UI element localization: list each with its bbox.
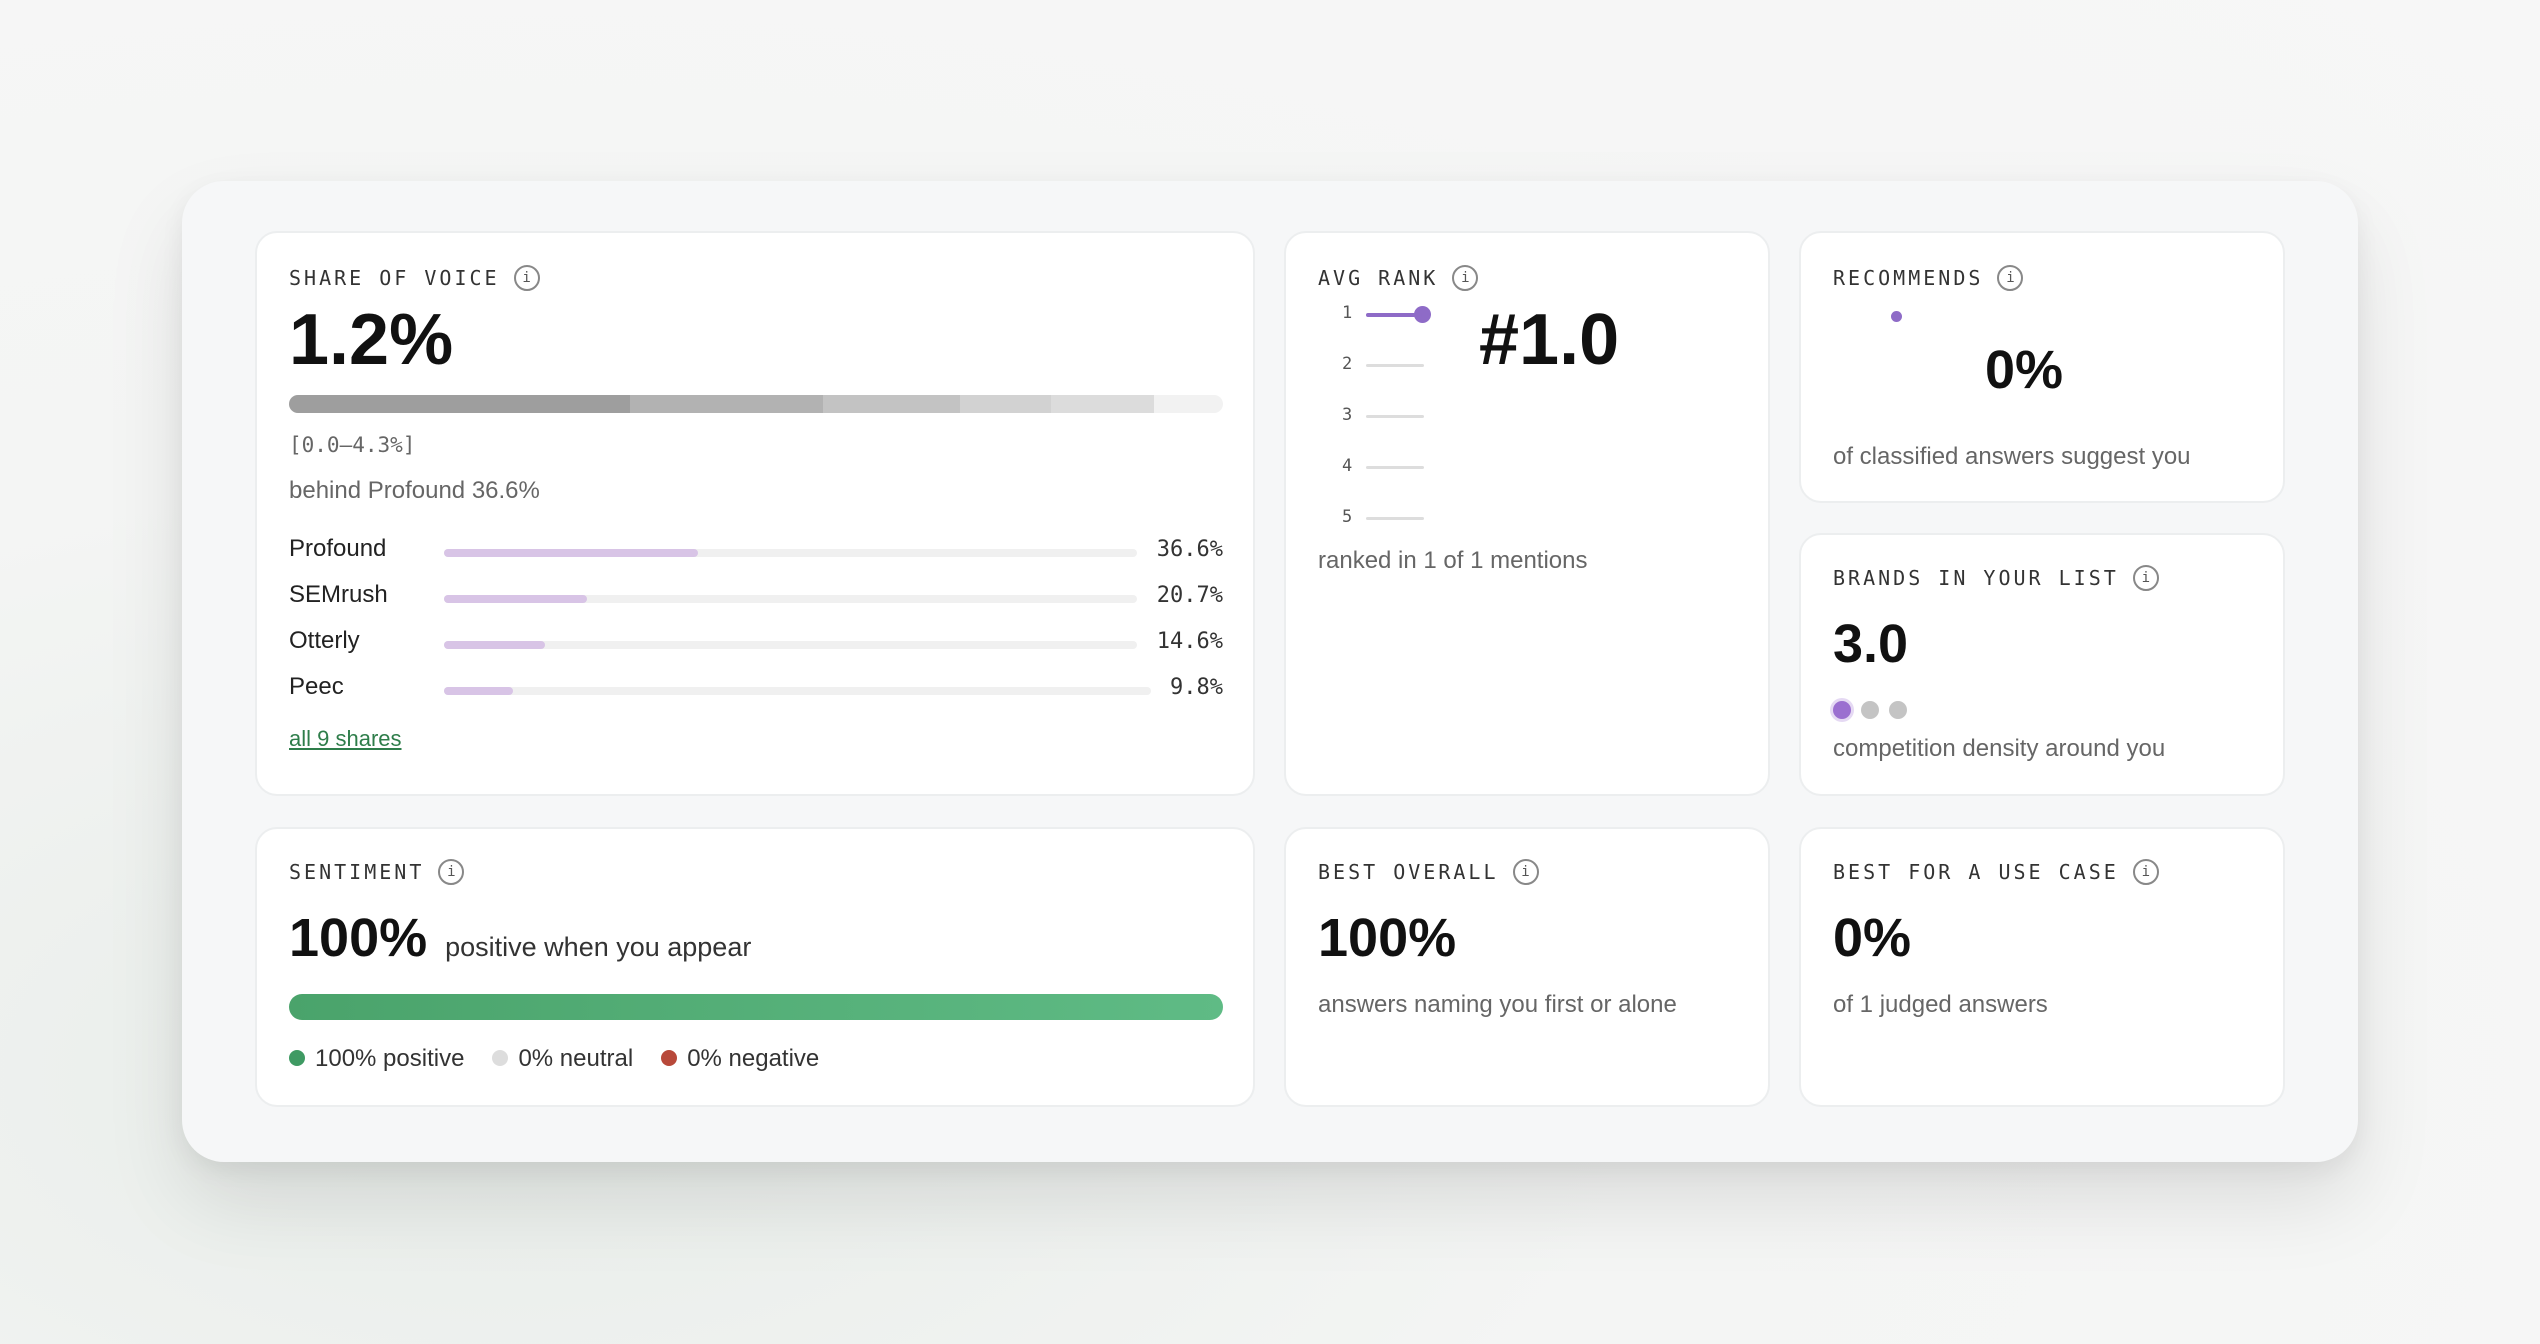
rank-number: 4 [1342, 456, 1353, 476]
competitor-name: Otterly [289, 627, 360, 654]
sentiment-suffix: positive when you appear [445, 932, 752, 962]
legend-dot-icon [661, 1049, 678, 1066]
info-icon[interactable]: i [1452, 265, 1479, 291]
info-icon[interactable]: i [1512, 859, 1539, 885]
competitor-bar-track [444, 641, 1137, 649]
competitor-bar-fill [444, 549, 698, 557]
avg-rank-caption: ranked in 1 of 1 mentions [1318, 547, 1588, 574]
brands-in-list-label: BRANDS IN YOUR LIST i [1833, 565, 2159, 591]
rank-marker [1414, 306, 1431, 323]
legend-text: 0% negative [687, 1045, 820, 1072]
rank-line [1366, 313, 1422, 317]
rank-line [1366, 364, 1424, 367]
recommends-title: RECOMMENDS [1833, 266, 1984, 290]
sentiment-card: SENTIMENT i 100% positive when you appea… [255, 827, 1255, 1107]
recommends-value: 0% [1985, 340, 2064, 400]
best-overall-value: 100% [1318, 908, 1457, 968]
brands-in-list-value: 3.0 [1833, 614, 1909, 674]
competitor-value: 20.7% [1156, 583, 1223, 608]
best-overall-label: BEST OVERALL i [1318, 859, 1539, 885]
rank-number: 5 [1342, 507, 1353, 527]
competitor-bar-track [444, 687, 1151, 695]
competitor-value: 14.6% [1156, 629, 1223, 654]
recommends-marker [1891, 311, 1902, 322]
share-segment [289, 395, 630, 413]
best-use-case-value: 0% [1833, 908, 1912, 968]
best-use-case-title: BEST FOR A USE CASE [1833, 860, 2119, 884]
rank-number: 2 [1342, 354, 1353, 374]
share-segment [959, 395, 1052, 413]
share-segment [629, 395, 824, 413]
best-use-case-caption: of 1 judged answers [1833, 991, 2048, 1018]
share-of-voice-label: SHARE OF VOICE i [289, 265, 540, 291]
sentiment-label: SENTIMENT i [289, 859, 465, 885]
legend-text: 0% neutral [518, 1045, 634, 1072]
info-icon[interactable]: i [1997, 265, 2024, 291]
recommends-label: RECOMMENDS i [1833, 265, 2024, 291]
avg-rank-card: AVG RANK i 1 2 3 4 5 #1.0 ranked in 1 of 1 m… [1284, 231, 1770, 796]
share-segment [1051, 395, 1154, 413]
rank-line [1366, 415, 1424, 418]
competitor-name: Profound [289, 535, 387, 562]
best-use-case-label: BEST FOR A USE CASE i [1833, 859, 2159, 885]
best-use-case-card: BEST FOR A USE CASE i 0% of 1 judged ans… [1799, 827, 2285, 1107]
brand-dot-you [1833, 701, 1851, 719]
legend-text: 100% positive [315, 1045, 465, 1072]
share-of-voice-card: SHARE OF VOICE i 1.2% [0.0–4.3%] behind … [255, 231, 1255, 796]
sentiment-legend-item: 100% positive [289, 1045, 464, 1073]
brands-in-list-title: BRANDS IN YOUR LIST [1833, 566, 2119, 590]
sentiment-title: SENTIMENT [289, 860, 425, 884]
brands-in-list-caption: competition density around you [1833, 735, 2166, 762]
competitor-value: 9.8% [1170, 675, 1223, 700]
rank-number: 1 [1342, 303, 1353, 323]
recommends-card: RECOMMENDS i 0% of classified answers su… [1799, 231, 2285, 503]
competitor-row: Profound 36.6% [289, 533, 1223, 569]
brand-density-dots [1833, 701, 1907, 719]
avg-rank-title: AVG RANK [1318, 266, 1439, 290]
sentiment-headline: 100% positive when you appear [289, 907, 751, 969]
sentiment-value: 100% [289, 908, 428, 968]
brand-dot [1889, 701, 1907, 719]
best-overall-caption: answers naming you first or alone [1318, 991, 1677, 1018]
competitor-bar-track [444, 595, 1137, 603]
sentiment-bar [289, 994, 1223, 1020]
share-of-voice-value: 1.2% [289, 300, 454, 380]
sentiment-legend-item: 0% negative [661, 1045, 819, 1073]
share-of-voice-title: SHARE OF VOICE [289, 266, 500, 290]
info-icon[interactable]: i [438, 859, 465, 885]
brands-in-list-card: BRANDS IN YOUR LIST i 3.0 competition de… [1799, 533, 2285, 796]
share-segment [823, 395, 960, 413]
behind-leader-text: behind Profound 36.6% [289, 477, 540, 504]
all-shares-link[interactable]: all 9 shares [289, 726, 402, 751]
competitor-row: SEMrush 20.7% [289, 579, 1223, 615]
share-of-voice-range: [0.0–4.3%] [289, 433, 416, 457]
competitor-value: 36.6% [1156, 537, 1223, 562]
avg-rank-label: AVG RANK i [1318, 265, 1479, 291]
info-icon[interactable]: i [513, 265, 540, 291]
info-icon[interactable]: i [2132, 859, 2159, 885]
competitor-bar-fill [444, 687, 514, 695]
competitor-bar-fill [444, 595, 588, 603]
legend-dot-icon [492, 1049, 509, 1066]
rank-line [1366, 466, 1424, 469]
competitor-bar-fill [444, 641, 546, 649]
recommends-caption: of classified answers suggest you [1833, 443, 2191, 470]
best-overall-card: BEST OVERALL i 100% answers naming you f… [1284, 827, 1770, 1107]
legend-dot-icon [289, 1049, 305, 1066]
metrics-panel: SHARE OF VOICE i 1.2% [0.0–4.3%] behind … [182, 181, 2358, 1162]
sentiment-legend: 100% positive 0% neutral 0% negative [289, 1045, 819, 1073]
competitor-row: Peec 9.8% [289, 671, 1223, 707]
brand-dot [1861, 701, 1879, 719]
rank-number: 3 [1342, 405, 1353, 425]
competitor-name: Peec [289, 673, 344, 700]
competitor-name: SEMrush [289, 581, 388, 608]
sentiment-legend-item: 0% neutral [492, 1045, 633, 1073]
rank-line [1366, 517, 1424, 520]
info-icon[interactable]: i [2132, 565, 2159, 591]
best-overall-title: BEST OVERALL [1318, 860, 1499, 884]
share-of-voice-bar [289, 395, 1223, 413]
competitor-bar-track [444, 549, 1137, 557]
competitor-row: Otterly 14.6% [289, 625, 1223, 661]
avg-rank-value: #1.0 [1479, 300, 1620, 380]
